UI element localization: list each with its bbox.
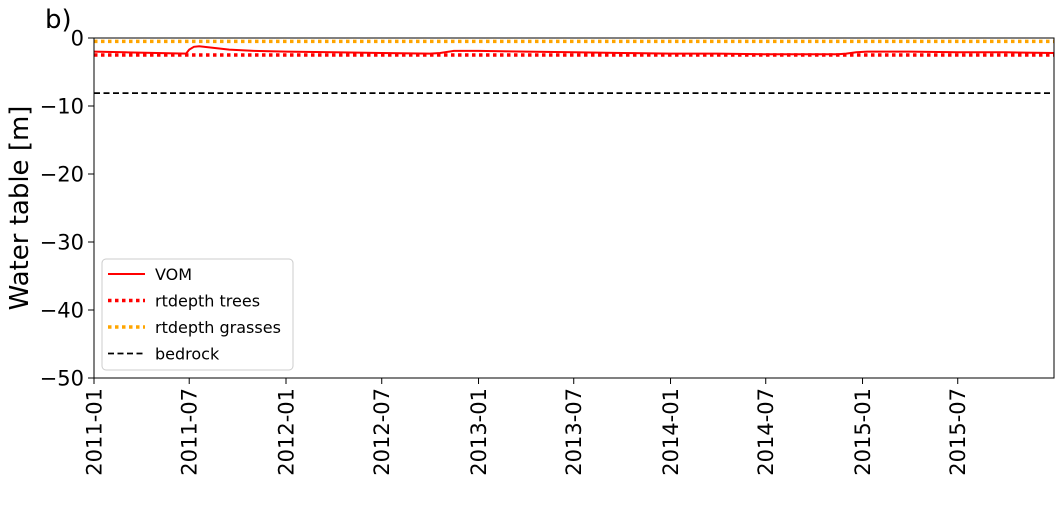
y-tick-label: −30 (40, 231, 84, 255)
legend-label: rtdepth trees (155, 292, 260, 311)
y-tick-label: −40 (40, 299, 84, 323)
y-tick-label: −20 (40, 163, 84, 187)
x-tick-label: 2012-01 (275, 388, 299, 476)
x-tick-label: 2015-01 (851, 388, 875, 476)
x-tick-label: 2012-07 (370, 388, 394, 476)
series-layer (93, 39, 1055, 94)
x-tick-label: 2014-01 (659, 388, 683, 476)
legend: VOM rtdepth trees rtdepth grasses bedrock (101, 258, 294, 371)
x-tick-label: 2015-07 (946, 388, 970, 476)
x-tick-label: 2013-07 (562, 388, 586, 476)
y-tick-label: 0 (71, 27, 84, 51)
x-tick-label: 2011-07 (178, 388, 202, 476)
y-ticks: 0 −10 −20 −30 −40 −50 (40, 27, 94, 391)
y-axis-label: Water table [m] (5, 106, 35, 311)
x-ticks: 2011-01 2011-07 2012-01 2012-07 2013-01 2013-… (83, 378, 970, 476)
legend-box (101, 258, 294, 371)
x-tick-label: 2014-07 (754, 388, 778, 476)
legend-label: bedrock (155, 345, 220, 364)
x-tick-label: 2013-01 (467, 388, 491, 476)
legend-label: VOM (155, 265, 192, 284)
series-line-vom (93, 45, 1055, 56)
y-tick-label: −50 (40, 367, 84, 391)
x-tick-label: 2011-01 (83, 388, 107, 476)
panel-label: b) (45, 5, 72, 35)
legend-label: rtdepth grasses (155, 318, 281, 337)
y-tick-label: −10 (40, 95, 84, 119)
